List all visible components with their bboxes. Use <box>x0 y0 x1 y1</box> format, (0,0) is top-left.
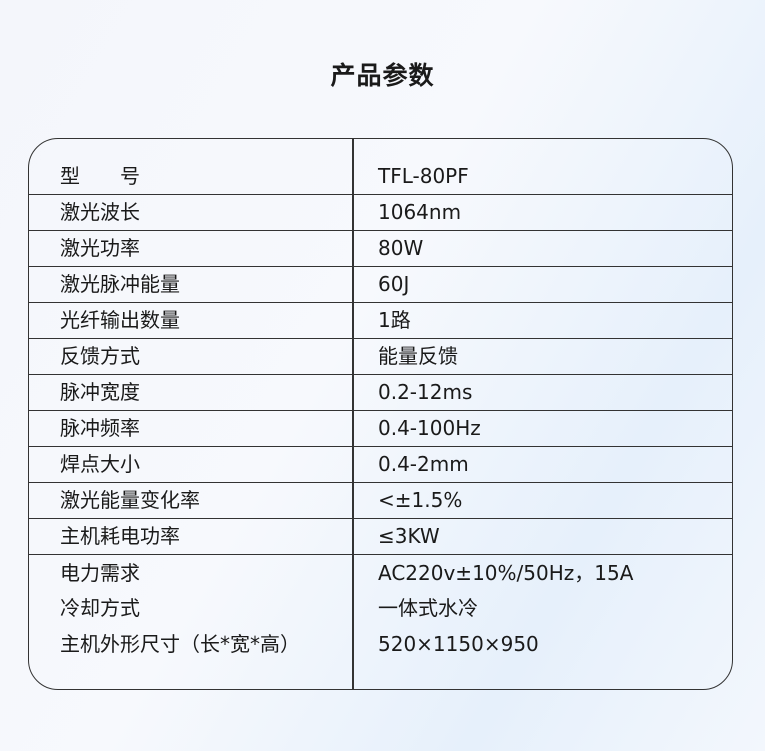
page-title: 产品参数 <box>330 61 435 90</box>
spec-value: ≤3KW <box>378 524 440 548</box>
table-row: 焊点大小 0.4-2mm <box>29 446 732 483</box>
table-row: 主机外形尺寸（长*宽*高） 520×1150×950 <box>29 626 732 662</box>
spec-value: 能量反馈 <box>378 344 458 368</box>
spec-label: 激光脉冲能量 <box>60 272 180 296</box>
table-row: 光纤输出数量 1路 <box>29 302 732 339</box>
spec-value: 0.4-100Hz <box>378 416 481 440</box>
spec-label: 主机耗电功率 <box>60 524 180 548</box>
spec-label: 焊点大小 <box>60 452 140 476</box>
spec-value: AC220v±10%/50Hz，15A <box>378 561 634 585</box>
spec-value: <±1.5% <box>378 488 463 512</box>
spec-value: 80W <box>378 236 424 260</box>
table-row: 脉冲宽度 0.2-12ms <box>29 374 732 411</box>
spec-value: 60J <box>378 272 410 296</box>
spec-value: 一体式水冷 <box>378 596 478 620</box>
spec-label: 激光波长 <box>60 200 140 224</box>
table-row: 激光功率 80W <box>29 230 732 267</box>
table-row: 冷却方式 一体式水冷 <box>29 590 732 626</box>
spec-label: 激光功率 <box>60 236 140 260</box>
spec-label: 脉冲宽度 <box>60 380 140 404</box>
spec-table-frame <box>28 138 733 690</box>
spec-label: 激光能量变化率 <box>60 488 200 512</box>
table-row: 激光能量变化率 <±1.5% <box>29 482 732 519</box>
spec-value: 1路 <box>378 308 411 332</box>
table-row: 反馈方式 能量反馈 <box>29 338 732 375</box>
spec-value: TFL-80PF <box>378 164 469 188</box>
spec-label: 型 号 <box>60 164 140 188</box>
spec-label: 主机外形尺寸（长*宽*高） <box>60 632 300 656</box>
table-row: 脉冲频率 0.4-100Hz <box>29 410 732 447</box>
spec-label: 冷却方式 <box>60 596 140 620</box>
spec-label: 光纤输出数量 <box>60 308 180 332</box>
spec-label: 脉冲频率 <box>60 416 140 440</box>
table-row: 主机耗电功率 ≤3KW <box>29 518 732 555</box>
spec-value: 1064nm <box>378 200 462 224</box>
spec-value: 0.2-12ms <box>378 380 473 404</box>
table-row: 激光脉冲能量 60J <box>29 266 732 303</box>
spec-label: 电力需求 <box>60 561 140 585</box>
spec-value: 0.4-2mm <box>378 452 469 476</box>
table-row: 电力需求 AC220v±10%/50Hz，15A <box>29 555 732 591</box>
table-row: 激光波长 1064nm <box>29 194 732 231</box>
column-divider <box>352 138 354 690</box>
table-row: 型 号 TFL-80PF <box>29 158 732 195</box>
spec-value: 520×1150×950 <box>378 632 539 656</box>
spec-label: 反馈方式 <box>60 344 140 368</box>
